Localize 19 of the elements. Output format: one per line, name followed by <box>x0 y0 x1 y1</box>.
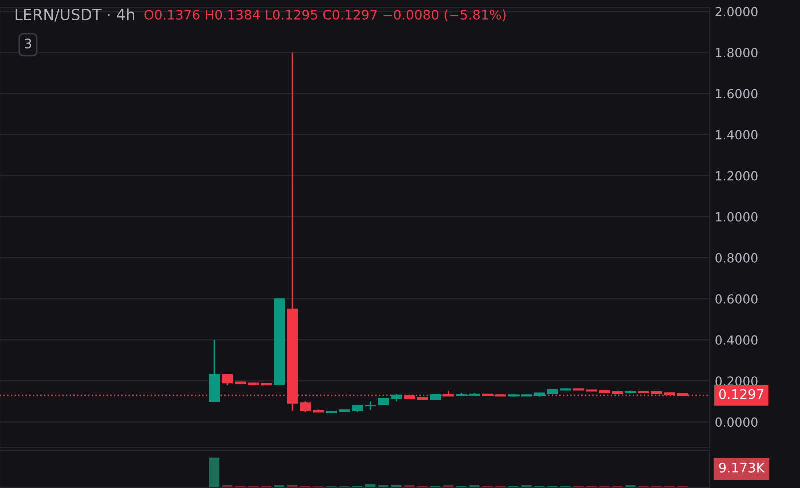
y-tick-label: 1.2000 <box>716 171 758 181</box>
y-tick-label: 0.4000 <box>716 336 758 345</box>
y-tick-label: 1.4000 <box>716 130 758 140</box>
text: 9.173K <box>719 462 766 473</box>
text: 3 <box>25 38 32 49</box>
bar <box>209 458 220 488</box>
y-tick-label: 1.6000 <box>716 89 758 99</box>
y-tick-label: 0.0000 <box>716 418 758 428</box>
y-tick-label: 0.8000 <box>716 253 758 263</box>
text: LERN/USDT · 4h <box>16 8 134 22</box>
candlestick <box>300 400 312 413</box>
bar <box>366 484 376 488</box>
y-tick-label: 2.0000 <box>716 7 758 17</box>
candlestick <box>222 374 234 386</box>
y-tick-label: 1.0000 <box>716 212 758 222</box>
ref-line-label: 0.1297 <box>719 389 764 400</box>
chart-subtitle: O0.1376 H0.1384 L0.1295 C0.1297 −0.0080 (−5.81%) <box>144 10 506 22</box>
y-tick-label: 1.8000 <box>716 48 758 58</box>
y-tick-label: 0.6000 <box>716 294 758 304</box>
